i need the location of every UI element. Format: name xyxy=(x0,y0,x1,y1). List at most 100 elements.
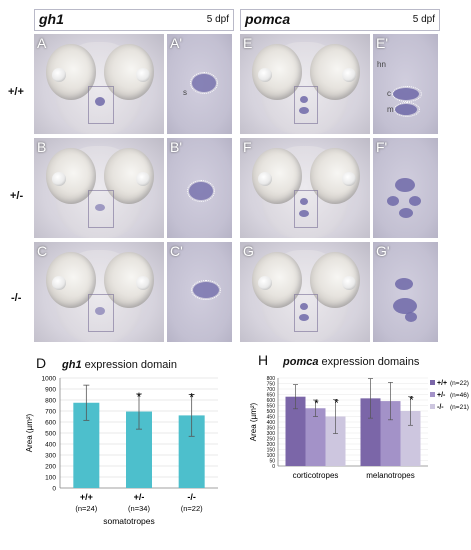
chart-D-xlabel: somatotropes xyxy=(103,516,155,526)
hypothalamic-neurons-label: hn xyxy=(377,60,386,69)
chart-H-legend-n: (n=21) xyxy=(450,404,469,411)
chart-H-letter: H xyxy=(258,352,269,368)
chart-H-xtick: melanotropes xyxy=(366,471,414,480)
panel-label-C: C xyxy=(37,243,48,259)
panel-label-G: G xyxy=(243,243,254,259)
chart-D-sig-mark: * xyxy=(189,391,194,405)
genotype-label-hom: -/- xyxy=(11,292,22,304)
chart-H-title-rest: expression domains xyxy=(321,356,420,368)
chart-D-ytick: 700 xyxy=(45,409,56,416)
gh1-header: gh1 5 dpf xyxy=(34,9,234,31)
panel-G-prime: G' xyxy=(373,242,438,342)
chart-H-ytick: 200 xyxy=(267,442,276,448)
chart-H-ytick: 400 xyxy=(267,420,276,426)
panel-label-A: A xyxy=(37,35,47,51)
gh1-header-gene: gh1 xyxy=(39,11,64,27)
chart-D: 0 100 200 300 400 500 600 700 800 900 1000 Area (µm… xyxy=(25,376,218,526)
panel-C: C xyxy=(34,242,164,342)
chart-H-ytick: 600 xyxy=(267,398,276,404)
chart-D-n-label: (n=22) xyxy=(181,504,203,513)
chart-D-sig-mark: * xyxy=(137,390,142,404)
chart-H-bar xyxy=(305,408,326,466)
chart-H-legend-name: +/- xyxy=(437,392,446,399)
chart-H-sig-mark: * xyxy=(409,395,414,407)
chart-D-letter: D xyxy=(36,355,47,371)
chart-H-legend-swatch xyxy=(430,380,435,385)
chart-H-sig-mark: * xyxy=(314,398,319,410)
chart-H-bar xyxy=(400,411,421,466)
chart-H-ytick: 350 xyxy=(267,426,276,432)
chart-D-title-gene: gh1 xyxy=(62,359,82,371)
chart-H-title-gene: pomca xyxy=(283,356,319,368)
corticotrope-label: c xyxy=(387,89,391,98)
genotype-label-wt: +/+ xyxy=(8,86,24,98)
chart-D-xtick: +/+ xyxy=(80,492,93,502)
chart-H-ytick: 450 xyxy=(267,415,276,421)
chart-H-ytick: 150 xyxy=(267,448,276,454)
panel-label-C-prime: C' xyxy=(170,243,183,259)
chart-H: 0501001502002503003504004505005506006507… xyxy=(249,376,469,480)
chart-H-ytick: 100 xyxy=(267,453,276,459)
chart-D-ytick: 600 xyxy=(45,420,56,427)
chart-H-ytick: 300 xyxy=(267,431,276,437)
chart-D-ytick: 900 xyxy=(45,387,56,394)
gh1-header-stage: 5 dpf xyxy=(206,14,229,25)
panel-F-prime: F' xyxy=(373,138,438,238)
chart-H-bar xyxy=(285,396,306,466)
chart-D-ytick: 500 xyxy=(45,431,56,438)
chart-H-ytick: 250 xyxy=(267,437,276,443)
panel-label-F-prime: F' xyxy=(376,139,388,155)
chart-H-ytick: 50 xyxy=(269,459,275,465)
panel-label-G-prime: G' xyxy=(376,243,390,259)
chart-H-title: pomca expression domains xyxy=(283,356,419,368)
chart-D-title-rest: expression domain xyxy=(84,359,177,371)
chart-D-n-label: (n=24) xyxy=(75,504,97,513)
chart-H-ytick: 800 xyxy=(267,376,276,382)
chart-H-ytick: 700 xyxy=(267,387,276,393)
panel-label-E: E xyxy=(243,35,253,51)
chart-D-xtick: +/- xyxy=(134,492,145,502)
chart-D-ytick: 800 xyxy=(45,398,56,405)
chart-D-ytick: 200 xyxy=(45,464,56,471)
chart-D-ytick: 1000 xyxy=(42,376,57,383)
chart-H-legend-name: -/- xyxy=(437,404,444,411)
pomca-header-gene: pomca xyxy=(245,11,291,27)
chart-H-ytick: 650 xyxy=(267,393,276,399)
chart-H-sig-mark: * xyxy=(334,397,339,409)
chart-D-n-label: (n=34) xyxy=(128,504,150,513)
chart-D-ytick: 300 xyxy=(45,453,56,460)
chart-H-ytick: 750 xyxy=(267,382,276,388)
panel-A: A xyxy=(34,34,164,134)
panel-F: F xyxy=(240,138,370,238)
chart-D-ylabel: Area (µm²) xyxy=(25,413,34,452)
chart-H-xtick: corticotropes xyxy=(293,471,339,480)
genotype-label-het: +/- xyxy=(10,190,24,202)
chart-H-ytick: 500 xyxy=(267,409,276,415)
panel-A-prime: s A' xyxy=(167,34,232,134)
melanotrope-label: m xyxy=(387,105,394,114)
chart-H-bar xyxy=(325,416,346,466)
chart-H-bar xyxy=(380,401,401,466)
panel-C-prime: C' xyxy=(167,242,232,342)
chart-D-ytick: 100 xyxy=(45,475,56,482)
chart-H-legend-swatch xyxy=(430,404,435,409)
panel-B-prime: B' xyxy=(167,138,232,238)
pomca-header: pomca 5 dpf xyxy=(240,9,440,31)
chart-H-ylabel: Area (µm²) xyxy=(249,402,258,441)
chart-H-legend-name: +/+ xyxy=(437,380,447,387)
panel-label-F: F xyxy=(243,139,252,155)
chart-D-title: gh1 expression domain xyxy=(62,359,177,371)
chart-D-xtick: -/- xyxy=(187,492,196,502)
chart-H-legend-n: (n=22) xyxy=(450,380,469,387)
panel-G: G xyxy=(240,242,370,342)
somatotrope-label: s xyxy=(183,88,187,97)
panel-label-A-prime: A' xyxy=(170,35,183,51)
chart-D-ytick: 0 xyxy=(52,486,56,493)
panel-label-E-prime: E' xyxy=(376,35,389,51)
chart-H-bar xyxy=(360,398,381,466)
panel-label-B-prime: B' xyxy=(170,139,183,155)
panel-B: B xyxy=(34,138,164,238)
chart-H-ytick: 550 xyxy=(267,404,276,410)
chart-H-ytick: 0 xyxy=(272,464,275,470)
chart-H-legend-swatch xyxy=(430,392,435,397)
